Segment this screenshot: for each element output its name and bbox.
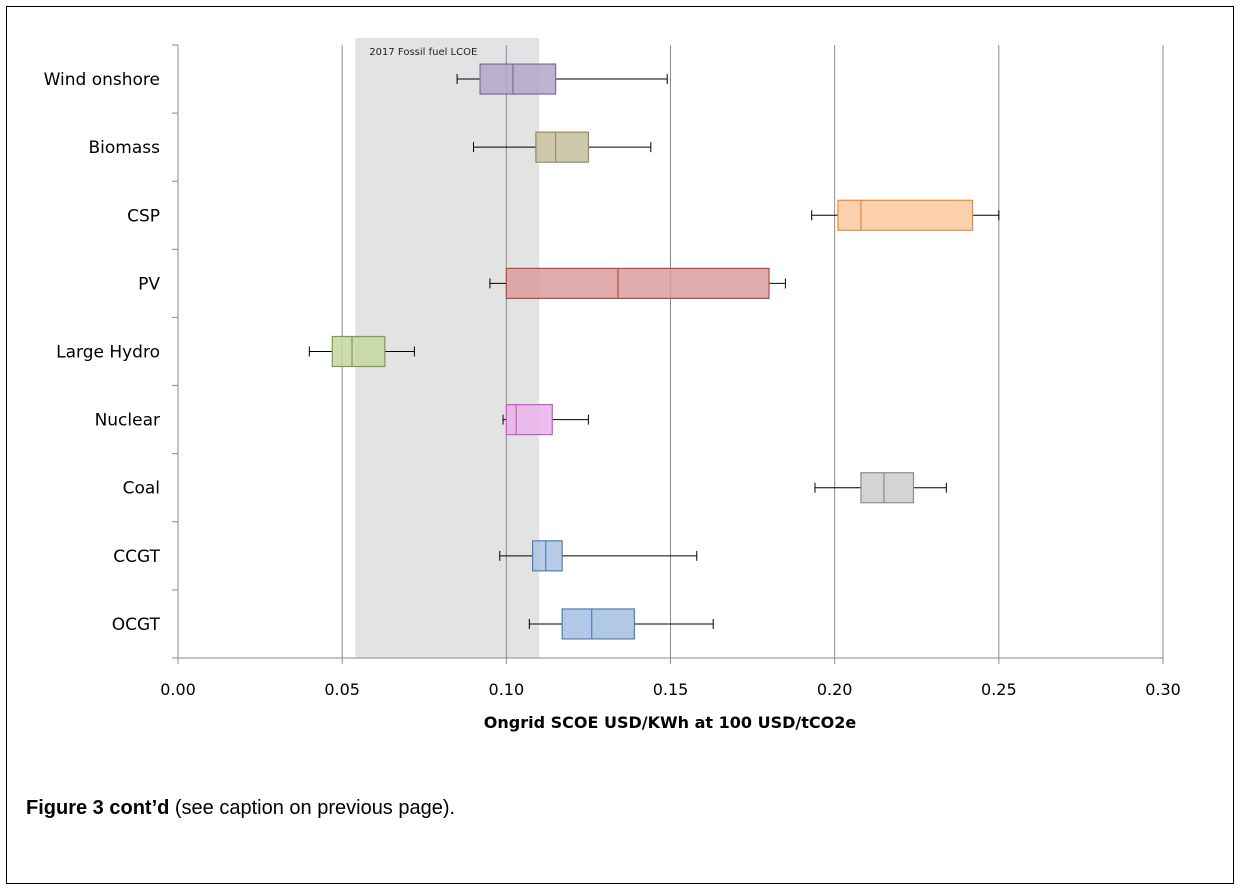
iqr-box (561, 608, 635, 640)
box-plot-chart: 2017 Fossil fuel LCOE 0.00 0.05 0.10 0.15 0.… (44, 38, 1181, 732)
category-label: Large Hydro (56, 343, 160, 363)
x-axis-label: Ongrid SCOE USD/KWh at 100 USD/tCO2e (484, 713, 857, 732)
box-wind-onshore (456, 63, 668, 95)
figure-frame (6, 6, 1234, 884)
x-tick-label: 0.20 (817, 680, 853, 699)
fossil-fuel-band-label: 2017 Fossil fuel LCOE (369, 47, 477, 58)
iqr-box (479, 63, 557, 95)
iqr-box (505, 404, 553, 436)
fossil-fuel-band-layer: 2017 Fossil fuel LCOE (355, 38, 540, 658)
iqr-box (531, 540, 563, 572)
category-label: Wind onshore (44, 70, 160, 90)
category-label: OCGT (112, 615, 161, 635)
category-label: PV (138, 274, 160, 294)
box-large-hydro (308, 335, 415, 368)
category-label: Nuclear (95, 411, 160, 431)
x-tick-label: 0.00 (160, 680, 196, 699)
iqr-box (860, 472, 915, 504)
box-biomass (473, 131, 652, 163)
x-tick-label: 0.05 (324, 680, 360, 699)
x-tick-label: 0.10 (489, 680, 525, 699)
x-tick-label: 0.25 (981, 680, 1017, 699)
box-ccgt (499, 540, 698, 572)
category-label: CCGT (113, 547, 160, 567)
box-pv (489, 267, 786, 299)
iqr-box (505, 267, 770, 299)
axes (172, 44, 1164, 664)
caption-bold: Figure 3 cont’d (26, 797, 170, 819)
boxes (308, 63, 1000, 640)
fossil-fuel-band (355, 38, 540, 658)
box-ocgt (528, 608, 714, 640)
x-tick-label: 0.15 (653, 680, 689, 699)
iqr-box (535, 131, 590, 163)
box-csp (811, 199, 1000, 231)
labels: 0.00 0.05 0.10 0.15 0.20 0.25 0.30 Wind onshore… (44, 70, 1181, 699)
caption-rest: (see caption on previous page). (169, 797, 456, 819)
figure-caption: Figure 3 cont’d (see caption on previous… (26, 797, 455, 820)
iqr-box (837, 199, 974, 231)
x-tick-label: 0.30 (1145, 680, 1181, 699)
category-label: Coal (123, 479, 160, 499)
iqr-box (331, 335, 386, 368)
category-label: CSP (127, 206, 160, 226)
category-label: Biomass (89, 138, 161, 158)
box-nuclear (502, 404, 589, 436)
box-coal (814, 472, 947, 504)
